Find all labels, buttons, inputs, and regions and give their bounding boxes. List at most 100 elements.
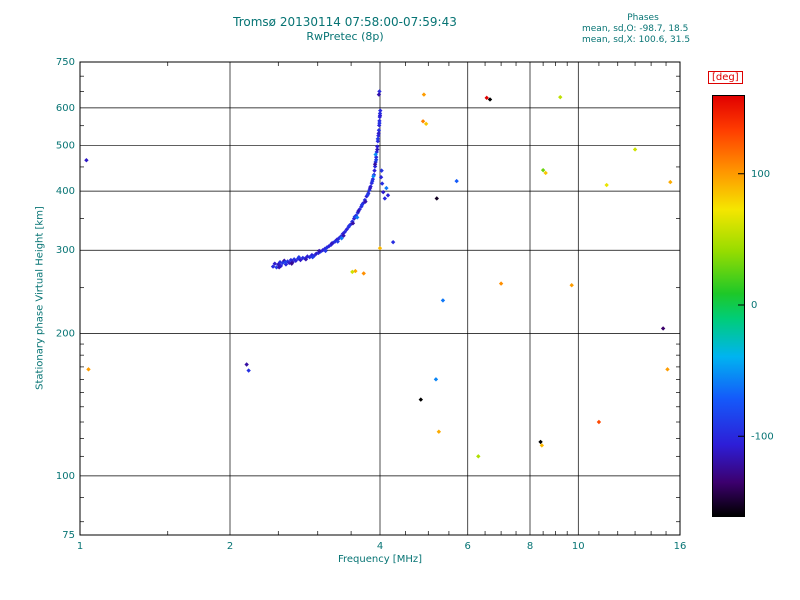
x-axis-label: Frequency [MHz]	[337, 554, 423, 565]
data-point	[323, 248, 328, 254]
x-tick-label: 6	[465, 541, 471, 552]
data-point	[356, 208, 361, 214]
data-point	[381, 189, 386, 195]
data-point	[498, 281, 504, 286]
x-tick-labels: 1 2 4 6 8 10 16	[77, 541, 687, 552]
data-point	[538, 439, 543, 445]
data-point	[367, 185, 373, 191]
data-point	[375, 136, 381, 142]
data-point	[377, 120, 382, 126]
data-point	[371, 174, 376, 179]
data-point	[377, 118, 382, 124]
data-point	[434, 196, 439, 201]
data-point	[365, 192, 370, 197]
data-point	[385, 193, 391, 198]
data-point	[376, 128, 382, 133]
y-tick-label: 600	[56, 103, 75, 114]
data-point	[484, 95, 489, 101]
data-point	[433, 377, 439, 382]
data-point	[375, 139, 381, 144]
data-point	[296, 254, 302, 260]
data-point	[596, 419, 602, 425]
data-point	[246, 368, 251, 373]
data-point	[332, 239, 338, 244]
data-point	[668, 179, 673, 185]
data-point	[632, 147, 638, 152]
data-point	[373, 152, 378, 157]
x-tick-label: 2	[227, 541, 233, 552]
y-tick-label: 400	[56, 186, 75, 197]
data-point	[310, 254, 315, 260]
colorbar-unit-label: [deg]	[708, 71, 743, 84]
data-point	[303, 257, 309, 262]
data-point	[350, 221, 356, 226]
colorbar-ticks: 100 0 -100	[738, 169, 774, 442]
data-point	[372, 164, 378, 169]
data-point	[604, 182, 609, 188]
y-tick-label: 200	[56, 329, 75, 340]
data-point	[384, 185, 389, 191]
y-tick-label: 500	[56, 140, 75, 151]
data-point	[289, 261, 294, 266]
data-point	[270, 264, 276, 269]
data-point	[341, 233, 346, 238]
data-point	[329, 241, 334, 246]
data-point	[293, 258, 298, 263]
data-point	[378, 175, 384, 180]
data-point	[86, 367, 91, 372]
data-point	[569, 283, 574, 288]
phases-heading: Phases	[627, 13, 659, 23]
data-point	[376, 131, 381, 136]
data-point	[440, 298, 446, 303]
phases-mean-o: mean, sd,O: -98.7, 18.5	[582, 24, 689, 34]
data-point	[436, 429, 442, 434]
x-tick-label: 1	[77, 541, 83, 552]
data-point	[359, 202, 365, 208]
data-point	[373, 157, 379, 162]
x-tick-label: 8	[527, 541, 533, 552]
data-point	[375, 147, 380, 152]
data-point	[420, 119, 426, 124]
data-point	[244, 362, 249, 367]
data-point	[326, 243, 332, 249]
page-subtitle: RwPretec (8p)	[306, 30, 384, 43]
y-tick-label: 750	[56, 57, 75, 68]
data-point	[350, 269, 355, 275]
data-point	[379, 168, 384, 173]
x-tick-label: 16	[674, 541, 687, 552]
data-point	[423, 121, 429, 127]
data-point	[372, 162, 378, 167]
data-point	[487, 97, 493, 102]
data-point	[354, 215, 360, 220]
colorbar-tick-label: -100	[751, 431, 774, 442]
data-point	[339, 236, 344, 241]
data-point	[382, 196, 388, 201]
data-point	[540, 167, 546, 173]
data-point	[390, 239, 396, 245]
plot-border	[79, 61, 681, 536]
data-point	[353, 268, 358, 274]
data-point	[272, 261, 277, 266]
data-point	[276, 265, 282, 270]
data-point	[347, 223, 352, 228]
data-point	[282, 260, 288, 265]
colorbar-tick-label: 100	[751, 169, 770, 180]
y-tick-labels: 75 100 200 300 400 500 600 750	[56, 57, 75, 541]
page-title: Tromsø 20130114 07:58:00-07:59:43	[233, 15, 457, 29]
data-point	[543, 170, 548, 176]
phases-annotation: Phases mean, sd,O: -98.7, 18.5 mean, sd,…	[582, 13, 704, 46]
data-point	[316, 248, 322, 254]
data-point	[372, 168, 377, 173]
y-tick-label: 100	[56, 471, 75, 482]
data-point	[376, 92, 382, 97]
data-points	[84, 89, 673, 459]
data-point	[665, 367, 670, 372]
data-point	[377, 245, 383, 251]
data-point	[314, 251, 319, 256]
data-point	[84, 157, 89, 163]
data-point	[361, 271, 366, 276]
data-point	[378, 108, 383, 113]
data-point	[335, 239, 340, 244]
